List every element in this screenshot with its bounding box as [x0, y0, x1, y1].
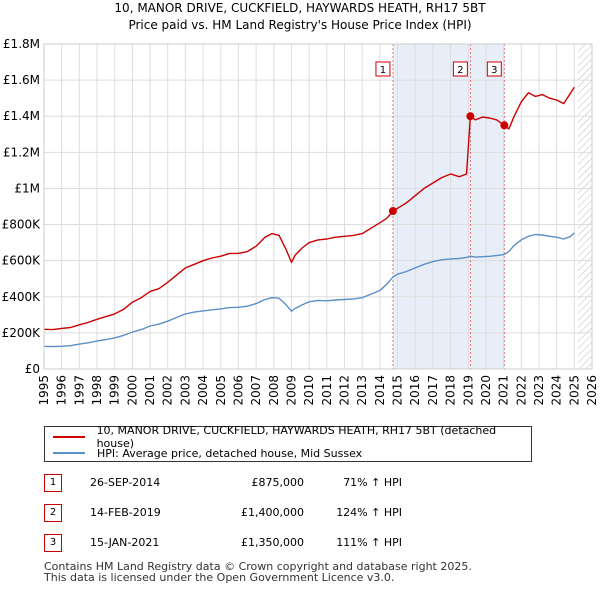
x-tick-label: 2018 — [444, 375, 458, 406]
sale-label-box — [375, 61, 391, 77]
sale-price: £1,350,000 — [241, 536, 304, 549]
y-tick-label: £600K — [2, 254, 42, 268]
x-tick-label: 2024 — [550, 375, 564, 406]
sales-table: 1 26-SEP-2014 £875,000 71% ↑ HPI 2 14-FE… — [44, 470, 564, 560]
sale-hpi-change: 124% ↑ HPI — [336, 506, 402, 519]
sale-label-text: 3 — [491, 65, 497, 76]
x-tick-label: 1997 — [72, 375, 86, 406]
sale-marker-label: 2 — [44, 504, 62, 522]
x-tick-label: 2010 — [302, 375, 316, 406]
x-tick-label: 2017 — [426, 375, 440, 406]
hpi-series-line — [43, 232, 575, 348]
y-tick-label: £1.4M — [3, 109, 40, 123]
x-tick-label: 2006 — [231, 375, 245, 406]
x-tick-label: 2014 — [373, 375, 387, 406]
y-tick-label: £0 — [25, 362, 40, 376]
x-tick-label: 2007 — [249, 375, 263, 406]
sale-hpi-change: 111% ↑ HPI — [336, 536, 402, 549]
x-tick-label: 2021 — [497, 375, 511, 406]
x-tick-label: 1995 — [37, 375, 51, 406]
x-tick-label: 1999 — [108, 375, 122, 406]
x-tick-label: 1998 — [90, 375, 104, 406]
sale-hpi-change: 71% ↑ HPI — [343, 476, 402, 489]
x-tick-label: 2002 — [161, 375, 175, 406]
x-tick-label: 2012 — [338, 375, 352, 406]
x-tick-label: 2013 — [355, 375, 369, 406]
y-tick-label: £1.8M — [3, 37, 40, 51]
legend-item-property: 10, MANOR DRIVE, CUCKFIELD, HAYWARDS HEA… — [53, 424, 531, 450]
x-tick-label: 2003 — [178, 375, 192, 406]
sale-marker-label: 1 — [44, 474, 62, 492]
y-tick-label: £1M — [14, 181, 40, 195]
sale-date: 15-JAN-2021 — [90, 536, 160, 549]
footer-copyright: Contains HM Land Registry data © Crown c… — [44, 560, 472, 573]
plot-background — [44, 44, 592, 369]
x-tick-label: 2025 — [567, 375, 581, 406]
x-tick-label: 2005 — [214, 375, 228, 406]
sale-price: £875,000 — [251, 476, 305, 489]
x-tick-label: 2009 — [284, 375, 298, 406]
legend-label-hpi: HPI: Average price, detached house, Mid … — [97, 446, 363, 460]
sale-row-2: 2 14-FEB-2019 £1,400,000 124% ↑ HPI — [44, 500, 564, 530]
chart-area: 1 2 3 £0 £200K £400K £600K £800K £1M £1.2M £1.4M £1… — [2, 37, 599, 406]
footer-licence: This data is licensed under the Open Gov… — [44, 571, 395, 584]
sale-label-text: 1 — [380, 65, 386, 76]
sale-row-3: 3 15-JAN-2021 £1,350,000 111% ↑ HPI — [44, 530, 564, 560]
sale-label-box — [486, 61, 502, 77]
sale-date: 14-FEB-2019 — [90, 506, 161, 519]
y-tick-label: £1.2M — [3, 145, 40, 159]
plot-frame — [43, 43, 593, 370]
sale-price: £1,400,000 — [241, 506, 304, 519]
footer: Contains HM Land Registry data © Crown c… — [44, 561, 472, 583]
future-hatch-area — [577, 44, 592, 369]
legend-line-hpi — [53, 452, 85, 454]
sale-label-text: 2 — [457, 65, 463, 76]
sale-label-box — [452, 61, 468, 77]
y-tick-label: £200K — [2, 326, 42, 340]
x-tick-label: 2016 — [408, 375, 422, 406]
x-tick-label: 2001 — [143, 375, 157, 406]
sale-point — [388, 207, 397, 216]
x-tick-label: 2026 — [585, 375, 599, 406]
x-tick-label: 2020 — [479, 375, 493, 406]
chart-title: 10, MANOR DRIVE, CUCKFIELD, HAYWARDS HEA… — [114, 1, 486, 15]
chart-subtitle: Price paid vs. HM Land Registry's House … — [128, 18, 472, 32]
sale-row-1: 1 26-SEP-2014 £875,000 71% ↑ HPI — [44, 470, 564, 500]
x-tick-label: 2019 — [461, 375, 475, 406]
x-tick-label: 2022 — [514, 375, 528, 406]
sale-point — [466, 112, 475, 121]
y-tick-label: £400K — [2, 290, 42, 304]
x-tick-label: 2004 — [196, 375, 210, 406]
sale-date: 26-SEP-2014 — [90, 476, 161, 489]
x-tick-label: 1996 — [55, 375, 69, 406]
sale-period-shading — [392, 44, 505, 369]
sale-marker-label: 3 — [44, 534, 62, 552]
legend-line-property — [53, 436, 85, 438]
legend: 10, MANOR DRIVE, CUCKFIELD, HAYWARDS HEA… — [44, 424, 532, 462]
y-tick-label: £800K — [2, 218, 42, 232]
x-tick-label: 2000 — [125, 375, 139, 406]
y-tick-label: £1.6M — [3, 73, 40, 87]
sale-point — [500, 121, 509, 130]
legend-item-hpi: HPI: Average price, detached house, Mid … — [53, 445, 362, 461]
x-tick-label: 2015 — [391, 375, 405, 406]
x-tick-label: 2011 — [320, 375, 334, 406]
x-tick-label: 2023 — [532, 375, 546, 406]
legend-label-property: 10, MANOR DRIVE, CUCKFIELD, HAYWARDS HEA… — [96, 424, 497, 450]
x-tick-label: 2008 — [267, 375, 281, 406]
